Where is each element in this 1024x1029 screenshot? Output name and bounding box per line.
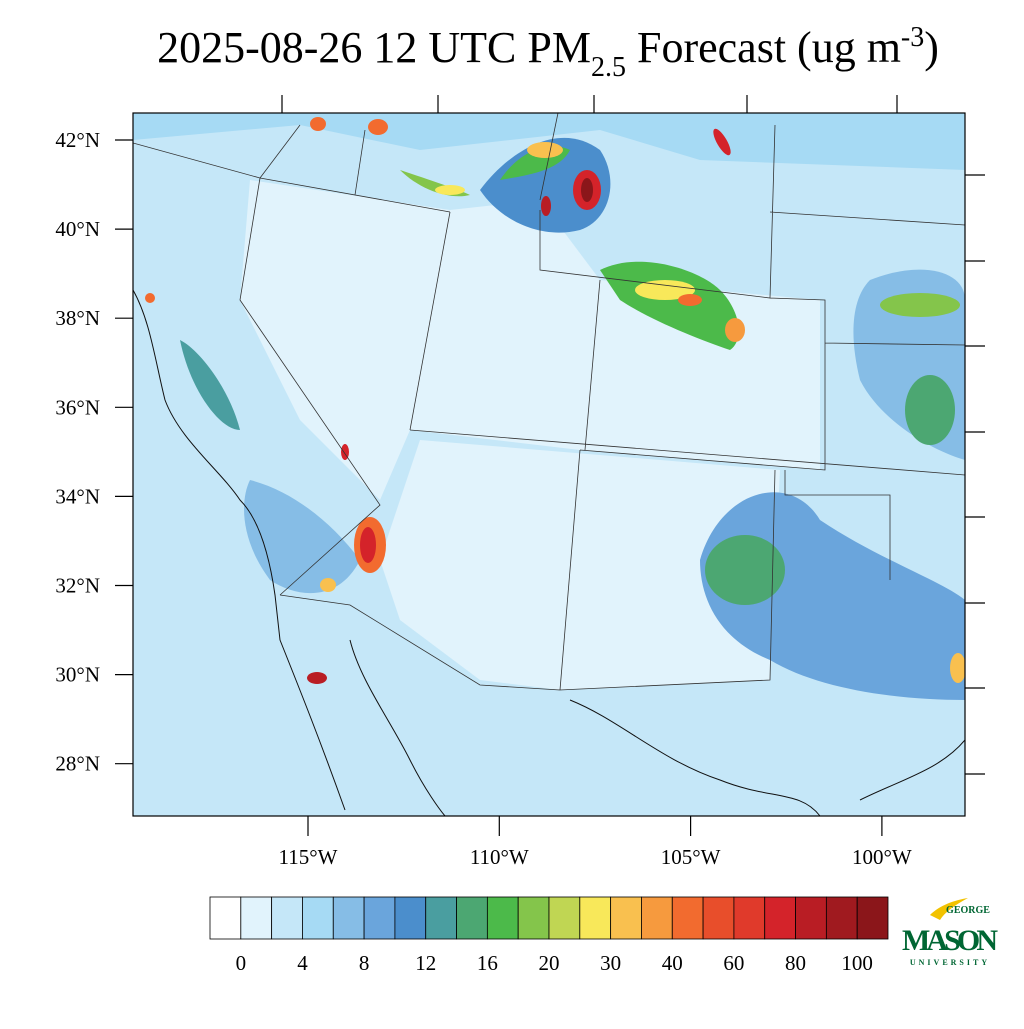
colorbar-label: 80 <box>785 951 806 975</box>
logo-mark <box>930 898 968 920</box>
colorbar-box <box>240 896 273 940</box>
lon-label: 110°W <box>470 845 529 869</box>
colorbar-box <box>271 896 303 940</box>
high-region <box>635 280 695 300</box>
title-sub: 2.5 <box>591 52 626 83</box>
high-region <box>320 578 336 592</box>
blue-region <box>480 137 611 233</box>
title-end: ) <box>924 23 939 72</box>
high-region <box>310 117 326 131</box>
lat-label: 40°N <box>55 217 100 241</box>
colorbar-box <box>733 896 766 940</box>
colorbar: 0 4 8 12 16 20 30 40 60 80 100 <box>209 896 889 975</box>
green-region <box>705 535 785 605</box>
lon-label: 105°W <box>661 845 721 869</box>
map-axes: 42°N 40°N 38°N 36°N 34°N 32°N 30°N 28°N 115°W 110… <box>55 128 912 869</box>
logo-main: MASON <box>902 924 998 957</box>
map <box>132 95 985 817</box>
colorbar-box <box>363 896 396 940</box>
high-region <box>435 185 465 195</box>
colorbar-box <box>641 896 673 940</box>
logo-bottom: UNIVERSITY <box>910 958 990 967</box>
colorbar-box <box>332 896 365 940</box>
blue-region <box>244 480 360 594</box>
colorbar-box <box>394 896 427 940</box>
high-region <box>307 672 327 684</box>
high-region <box>678 294 702 306</box>
lon-label: 115°W <box>279 845 338 869</box>
lat-label: 34°N <box>55 484 100 508</box>
borders <box>133 113 965 816</box>
colorbar-box <box>764 896 796 940</box>
colorbar-box <box>579 896 612 940</box>
high-region <box>368 119 388 135</box>
light-region <box>380 440 780 690</box>
coastline <box>349 639 446 816</box>
colorbar-box <box>425 896 457 940</box>
lat-label: 42°N <box>55 128 100 152</box>
colorbar-box <box>517 896 550 940</box>
high-region <box>713 128 731 156</box>
lon-label: 100°W <box>852 845 912 869</box>
high-region <box>950 653 965 683</box>
title-main: 2025-08-26 12 UTC PM <box>157 23 591 72</box>
colorbar-label: 60 <box>723 951 744 975</box>
colorbar-box <box>825 896 858 940</box>
coastline <box>569 699 965 816</box>
teal-region <box>180 340 240 430</box>
colorbar-label: 16 <box>477 951 498 975</box>
colorbar-label: 40 <box>662 951 683 975</box>
colorbar-box <box>548 896 581 940</box>
lat-label: 38°N <box>55 306 100 330</box>
colorbar-label: 8 <box>359 951 370 975</box>
colorbar-box <box>302 896 334 940</box>
colorbar-label: 30 <box>600 951 621 975</box>
colorbar-box <box>610 896 642 940</box>
green-region <box>880 293 960 317</box>
high-region <box>541 196 551 216</box>
colorbar-label: 4 <box>297 951 308 975</box>
colorbar-box <box>671 896 704 940</box>
light-region <box>240 180 820 500</box>
colorbar-box <box>856 896 889 940</box>
colorbar-box <box>209 896 242 940</box>
colorbar-label: 12 <box>415 951 436 975</box>
title-rest: Forecast (ug m <box>626 23 901 72</box>
colorbar-label: 100 <box>841 951 873 975</box>
green-region <box>600 261 739 350</box>
high-region <box>581 178 593 202</box>
colorbar-box <box>795 896 827 940</box>
lat-label: 32°N <box>55 574 100 598</box>
frame-ticks <box>281 95 985 775</box>
high-region <box>725 318 745 342</box>
state-line <box>133 113 965 691</box>
map-frame <box>132 112 966 817</box>
colorbar-label: 0 <box>236 951 247 975</box>
colorbar-box <box>486 896 519 940</box>
high-region <box>360 527 376 563</box>
coastline <box>133 289 346 811</box>
title: 2025-08-26 12 UTC PM2.5 Forecast (ug m-3… <box>157 22 939 83</box>
title-sup: -3 <box>901 22 924 53</box>
colorbar-label: 20 <box>539 951 560 975</box>
lat-label: 30°N <box>55 663 100 687</box>
blue-region <box>133 113 965 170</box>
lat-label: 28°N <box>55 752 100 776</box>
logo: GEORGE MASON UNIVERSITY <box>902 898 998 967</box>
high-region <box>145 293 155 303</box>
high-region <box>527 142 563 158</box>
logo-top: GEORGE <box>946 905 990 916</box>
colorbar-box <box>702 896 735 940</box>
green-region <box>905 375 955 445</box>
lat-label: 36°N <box>55 395 100 419</box>
colorbar-box <box>456 896 488 940</box>
